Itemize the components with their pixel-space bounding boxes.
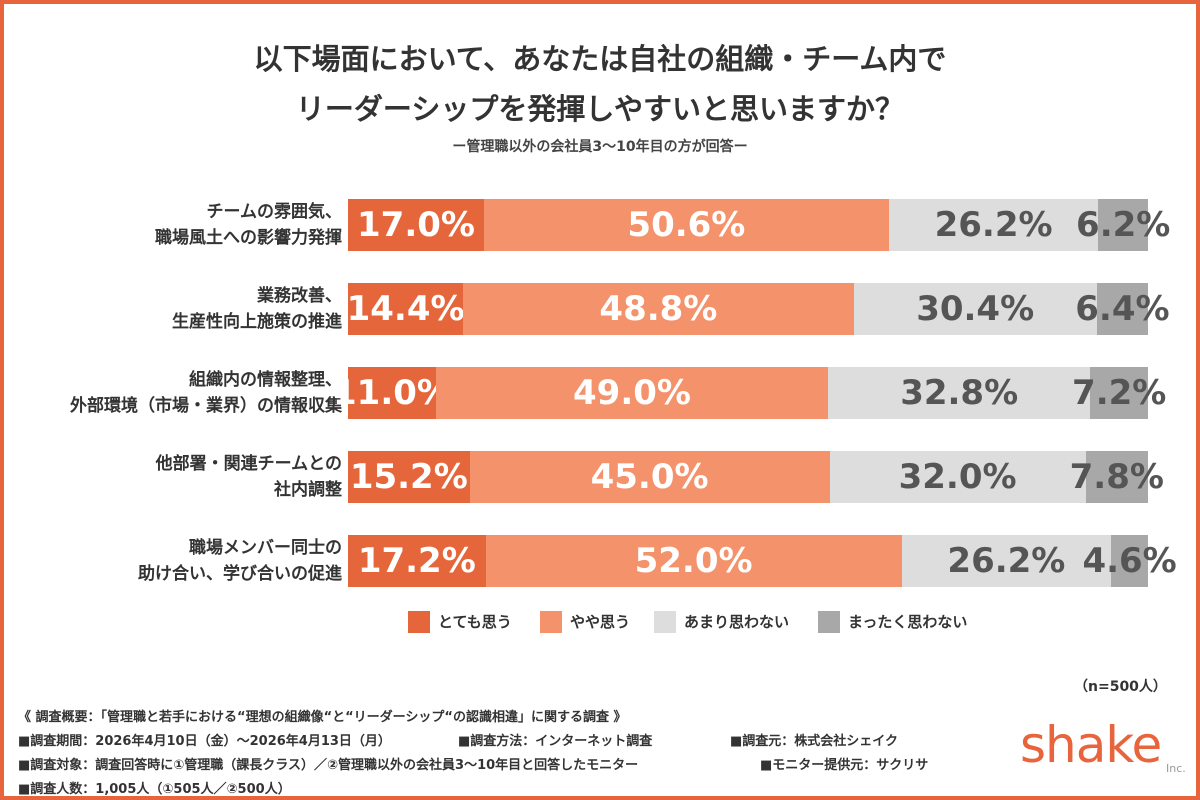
bar-segment	[829, 451, 1086, 503]
category-label: 職場メンバー同士の 助け合い、学び合いの促進	[138, 538, 342, 584]
bar-segment	[1090, 367, 1148, 419]
legend-label: とても思う	[438, 613, 512, 631]
bar-segment	[485, 535, 902, 587]
value-label: 6.2%	[1076, 205, 1171, 245]
chart-title: リーダーシップを発揮しやすいと思いますか？	[295, 92, 905, 126]
value-label: 17.0%	[357, 205, 475, 245]
bar-segment	[1096, 283, 1148, 335]
value-label: 32.8%	[900, 373, 1019, 413]
chart-subtitle: ー管理職以外の会社員3〜10年目の方が回答ー	[452, 139, 748, 155]
logo: shake	[1020, 716, 1162, 774]
category-label: 業務改善、 生産性向上施策の推進	[172, 286, 342, 332]
note: ■調査対象：調査回答時に①管理職（課長クラス）／②管理職以外の会社員3〜10年目…	[18, 758, 639, 773]
bar-segment	[1085, 451, 1148, 503]
chart-title: 以下場面において、あなたは自社の組織・チーム内で	[253, 42, 947, 76]
value-label: 30.4%	[916, 289, 1035, 329]
value-label: 48.8%	[599, 289, 718, 329]
bar-segment	[348, 535, 486, 587]
logo-suffix: Inc.	[1166, 762, 1186, 775]
legend-swatch	[654, 611, 676, 633]
bar-segment	[463, 283, 854, 335]
bar-segment	[436, 367, 828, 419]
sample-note: （n=500人）	[1074, 679, 1167, 695]
category-label: チームの雰囲気、 職場風土への影響力発揮	[155, 202, 342, 248]
bar-segment	[348, 283, 464, 335]
note: ■調査方法：インターネット調査	[458, 734, 653, 749]
bar-segment	[1111, 535, 1148, 587]
category-label: 他部署・関連チームとの 社内調整	[155, 454, 342, 500]
bar-segment	[348, 451, 470, 503]
bar-segment	[828, 367, 1091, 419]
value-label: 52.0%	[634, 541, 753, 581]
note: ■モニター提供元：サクリサ	[760, 758, 929, 773]
value-label: 50.6%	[627, 205, 746, 245]
value-label: 6.4%	[1075, 289, 1170, 329]
bar-segment	[469, 451, 830, 503]
value-label: 32.0%	[898, 457, 1017, 497]
value-label: 49.0%	[573, 373, 691, 413]
note: ■調査人数：1,005人（①505人／②500人）	[18, 782, 291, 797]
legend-label: やや思う	[570, 613, 631, 631]
legend-label: まったく思わない	[848, 613, 968, 631]
bar-segment	[484, 199, 889, 251]
category-label: 組織内の情報整理、 外部環境（市場・業界）の情報収集	[70, 370, 342, 416]
value-label: 14.4%	[346, 289, 465, 329]
legend-swatch	[818, 611, 840, 633]
value-label: 26.2%	[947, 541, 1066, 581]
value-label: 7.2%	[1072, 373, 1167, 413]
legend-swatch	[540, 611, 562, 633]
value-label: 11.0%	[333, 373, 451, 413]
note: ■調査期間：2026年4月10日（金）〜2026年4月13日（月）	[18, 734, 391, 749]
value-label: 26.2%	[934, 205, 1053, 245]
value-label: 15.2%	[349, 457, 468, 497]
legend-swatch	[408, 611, 430, 633]
note: 《 調査概要：「管理職と若手における“理想の組織像“と“リーダーシップ“の認識相…	[18, 710, 627, 725]
note: ■調査元：株式会社シェイク	[730, 734, 899, 749]
bar-segment	[348, 367, 436, 419]
bar-segment	[888, 199, 1099, 251]
bar-segment	[348, 199, 484, 251]
value-label: 7.8%	[1069, 457, 1164, 497]
legend-label: あまり思わない	[684, 613, 790, 631]
value-label: 45.0%	[590, 457, 709, 497]
value-label: 4.6%	[1082, 541, 1177, 581]
value-label: 17.2%	[357, 541, 476, 581]
bar-segment	[1098, 199, 1148, 251]
bar-segment	[853, 283, 1097, 335]
bar-segment	[901, 535, 1112, 587]
